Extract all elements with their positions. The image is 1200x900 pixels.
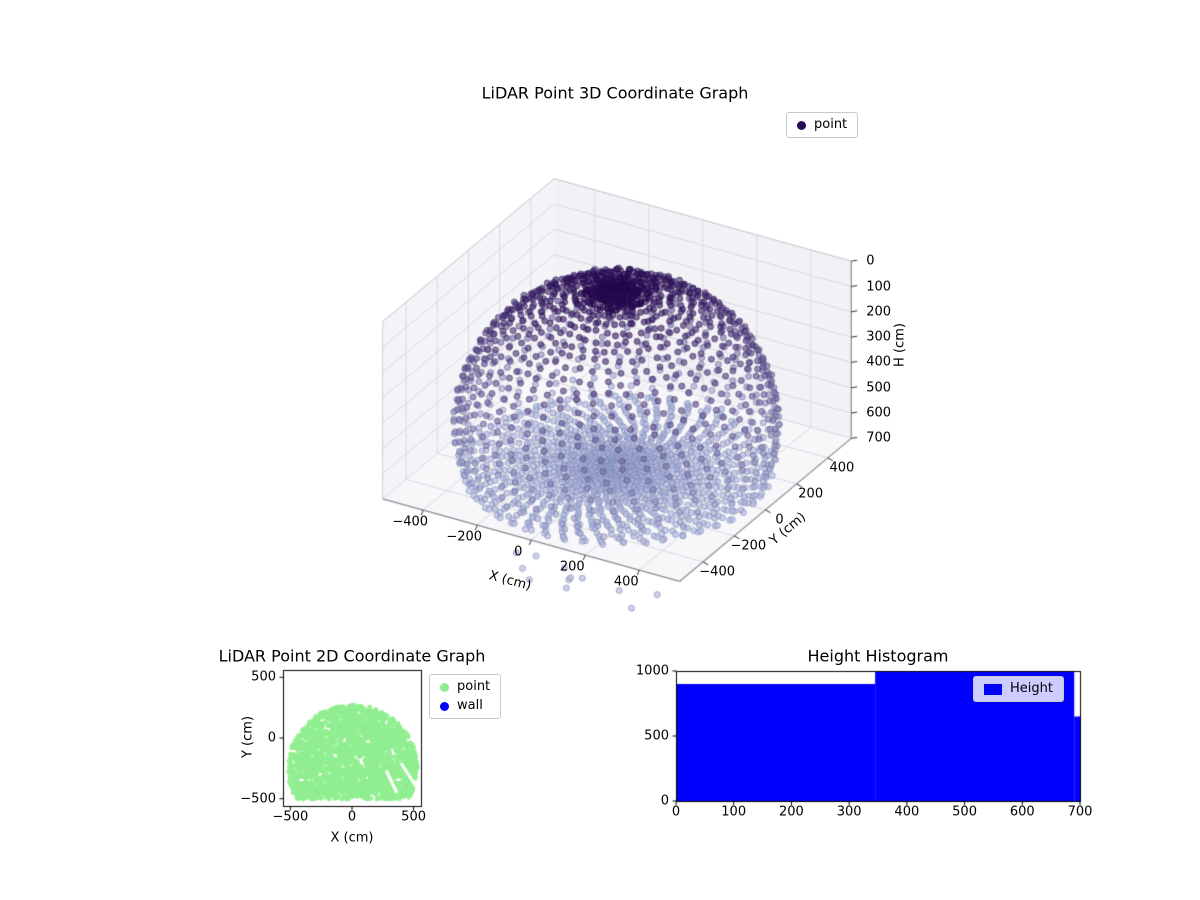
- plot2d-xaxis-label: X (cm): [330, 830, 374, 846]
- hist-legend: Height: [973, 676, 1064, 702]
- legend-item-point: point: [797, 117, 847, 133]
- lidar-3d-canvas: [295, 110, 965, 655]
- point-marker-icon: [440, 682, 449, 692]
- legend-label-wall: wall: [457, 698, 483, 713]
- legend-item-wall: wall: [440, 698, 490, 714]
- plot3d-legend: point: [786, 112, 859, 138]
- legend-label-height: Height: [1010, 681, 1053, 696]
- plot3d-title: LiDAR Point 3D Coordinate Graph: [481, 83, 749, 103]
- legend-item-point: point: [440, 679, 490, 695]
- plot2d-yaxis-label: Y (cm): [240, 715, 256, 759]
- legend-item-height: Height: [984, 681, 1053, 697]
- plot3d-zaxis-label: H (cm): [892, 323, 908, 367]
- height-patch-icon: [984, 683, 1002, 695]
- plot2d-title: LiDAR Point 2D Coordinate Graph: [218, 646, 486, 666]
- legend-label-point: point: [457, 679, 491, 694]
- wall-marker-icon: [440, 701, 449, 711]
- legend-label-point: point: [814, 117, 848, 132]
- hist-title: Height Histogram: [807, 646, 949, 666]
- plot2d-legend: point wall: [429, 674, 502, 719]
- point-marker-icon: [797, 120, 806, 130]
- lidar-2d-canvas: [270, 660, 435, 815]
